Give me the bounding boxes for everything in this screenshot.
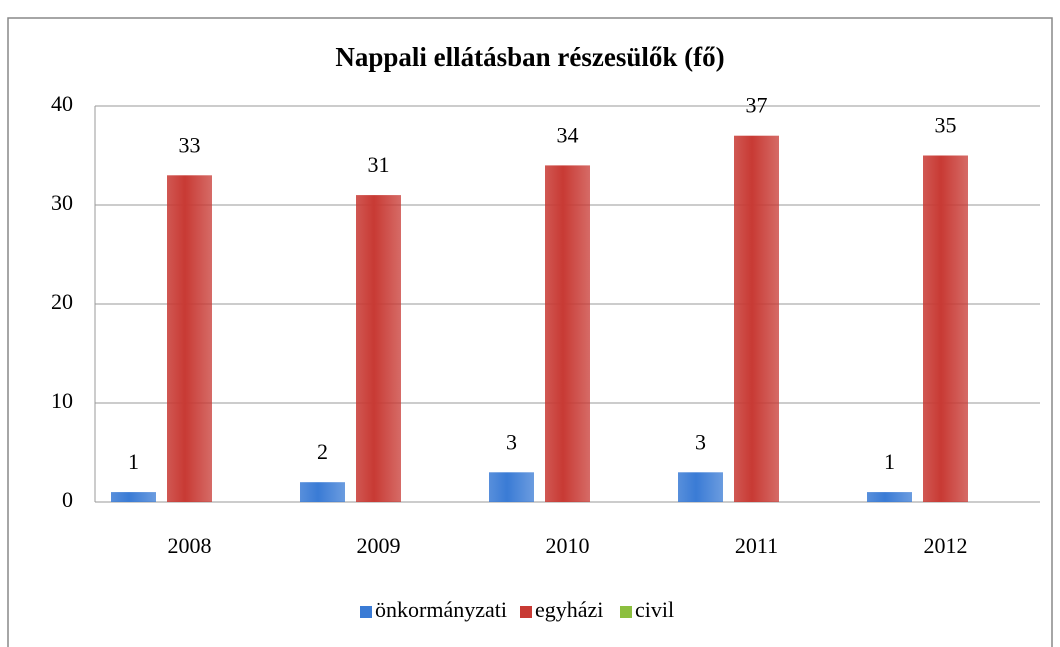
bar — [734, 135, 779, 502]
bar — [923, 155, 968, 502]
bar — [678, 472, 723, 502]
legend-swatch — [360, 606, 372, 618]
legend-swatch — [520, 606, 532, 618]
bar — [356, 195, 401, 502]
data-label: 35 — [935, 113, 957, 138]
data-label: 34 — [557, 122, 579, 147]
x-tick-label: 2009 — [357, 533, 401, 558]
legend-label: egyházi — [535, 597, 603, 622]
chart-frame — [7, 17, 1053, 647]
data-label: 3 — [506, 429, 517, 454]
data-label: 3 — [695, 429, 706, 454]
y-tick-label: 30 — [51, 190, 73, 215]
bar — [489, 472, 534, 502]
data-label: 31 — [368, 152, 390, 177]
bar — [111, 492, 156, 502]
legend-swatch — [620, 606, 632, 618]
x-tick-label: 2012 — [924, 533, 968, 558]
chart-title: Nappali ellátásban részesülők (fő) — [335, 42, 724, 72]
data-label: 33 — [179, 132, 201, 157]
x-tick-label: 2011 — [735, 533, 778, 558]
y-tick-label: 40 — [51, 91, 73, 116]
bar — [300, 482, 345, 502]
y-tick-label: 20 — [51, 289, 73, 314]
y-tick-label: 10 — [51, 388, 73, 413]
data-label: 37 — [746, 93, 768, 118]
x-tick-label: 2008 — [168, 533, 212, 558]
legend-label: önkormányzati — [375, 597, 507, 622]
data-label: 1 — [884, 449, 895, 474]
bar — [167, 175, 212, 503]
x-tick-label: 2010 — [546, 533, 590, 558]
data-label: 2 — [317, 439, 328, 464]
legend-label: civil — [635, 597, 674, 622]
data-label: 1 — [128, 449, 139, 474]
y-tick-label: 0 — [62, 487, 73, 512]
bar — [867, 492, 912, 502]
bar — [545, 165, 590, 502]
